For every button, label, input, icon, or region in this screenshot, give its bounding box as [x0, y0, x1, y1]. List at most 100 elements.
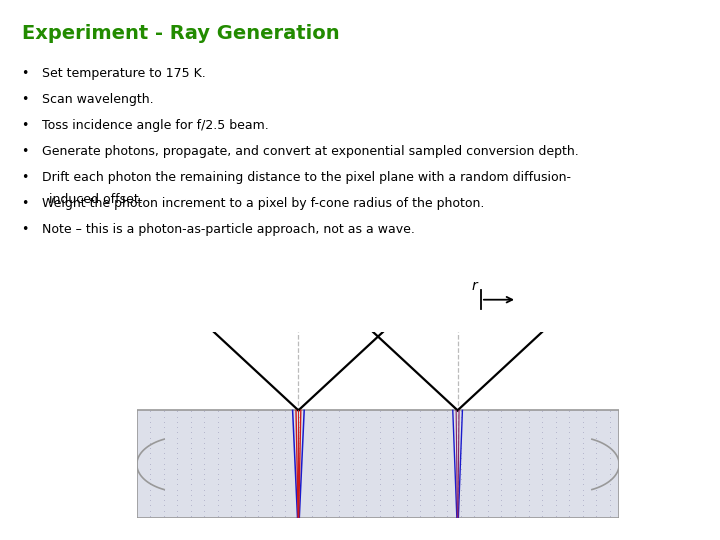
Point [361, 454, 372, 463]
Point [145, 501, 156, 510]
Point [590, 464, 602, 473]
Point [347, 417, 359, 426]
Point [171, 407, 183, 416]
Point [333, 464, 345, 473]
Point [604, 511, 616, 520]
Point [441, 475, 453, 484]
Point [239, 480, 251, 489]
Point [441, 413, 453, 421]
Point [171, 417, 183, 426]
Point [185, 480, 197, 489]
Point [590, 496, 602, 504]
Point [212, 475, 224, 484]
Point [523, 454, 534, 463]
Point [320, 480, 332, 489]
Point [441, 464, 453, 473]
Point [225, 444, 237, 453]
Point [279, 507, 291, 515]
Point [428, 423, 440, 431]
Point [604, 507, 616, 515]
Point [590, 475, 602, 484]
Point [333, 460, 345, 468]
Point [145, 460, 156, 468]
Point [212, 433, 224, 442]
Point [441, 407, 453, 416]
Point [212, 460, 224, 468]
Point [145, 507, 156, 515]
Point [415, 475, 426, 484]
Point [199, 433, 210, 442]
Point [577, 449, 588, 457]
Point [320, 511, 332, 520]
Point [455, 413, 467, 421]
Point [604, 454, 616, 463]
Point [347, 501, 359, 510]
Point [415, 496, 426, 504]
Point [509, 507, 521, 515]
Point [145, 511, 156, 520]
Point [347, 423, 359, 431]
Point [185, 413, 197, 421]
Point [536, 475, 548, 484]
Point [590, 417, 602, 426]
Point [415, 449, 426, 457]
Point [469, 511, 480, 520]
Point [469, 423, 480, 431]
Text: induced offset.: induced offset. [49, 193, 143, 206]
Point [320, 460, 332, 468]
Point [415, 428, 426, 437]
Point [320, 454, 332, 463]
Point [441, 501, 453, 510]
Point [225, 507, 237, 515]
Point [536, 438, 548, 447]
Point [225, 407, 237, 416]
Point [563, 444, 575, 453]
Point [496, 480, 508, 489]
Point [253, 470, 264, 478]
Point [199, 464, 210, 473]
Point [320, 507, 332, 515]
Point [361, 428, 372, 437]
Point [604, 496, 616, 504]
Point [361, 496, 372, 504]
Point [563, 428, 575, 437]
Point [509, 444, 521, 453]
Point [604, 438, 616, 447]
Point [441, 423, 453, 431]
Point [496, 449, 508, 457]
Point [482, 501, 494, 510]
Point [361, 407, 372, 416]
Point [455, 507, 467, 515]
Point [185, 454, 197, 463]
Point [577, 501, 588, 510]
Point [469, 491, 480, 500]
Point [482, 417, 494, 426]
Point [577, 480, 588, 489]
Point [171, 464, 183, 473]
Point [171, 423, 183, 431]
Point [361, 485, 372, 494]
Point [401, 470, 413, 478]
Point [333, 480, 345, 489]
Point [347, 511, 359, 520]
Point [415, 444, 426, 453]
Point [225, 480, 237, 489]
Point [387, 501, 399, 510]
Point [536, 460, 548, 468]
Point [171, 449, 183, 457]
Point [307, 417, 318, 426]
Point [320, 433, 332, 442]
Point [171, 444, 183, 453]
Point [333, 444, 345, 453]
Point [145, 413, 156, 421]
Point [171, 460, 183, 468]
Point [496, 475, 508, 484]
Point [401, 460, 413, 468]
Point [509, 496, 521, 504]
Point [469, 417, 480, 426]
Point [509, 475, 521, 484]
Point [604, 464, 616, 473]
Point [347, 496, 359, 504]
Point [469, 485, 480, 494]
Point [550, 407, 562, 416]
